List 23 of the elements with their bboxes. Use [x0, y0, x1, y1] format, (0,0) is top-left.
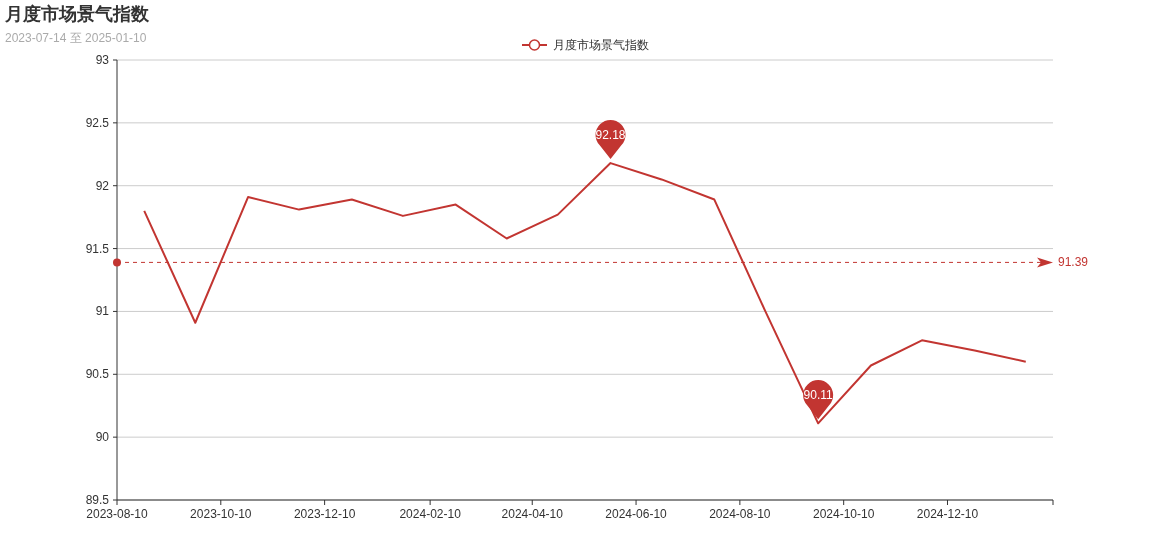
chart-subtitle: 2023-07-14 至 2025-01-10 — [5, 31, 147, 45]
legend-label: 月度市场景气指数 — [553, 38, 649, 52]
x-tick-label: 2023-08-10 — [86, 507, 149, 521]
x-tick-label: 2024-04-10 — [501, 507, 564, 521]
x-tick-label: 2024-02-10 — [399, 507, 462, 521]
ref-line-label: 91.39 — [1058, 255, 1089, 270]
chart-title: 月度市场景气指数 — [4, 4, 150, 24]
x-tick-label: 2024-12-10 — [916, 507, 979, 521]
x-tick-label: 2023-12-10 — [293, 507, 356, 521]
y-tick-label: 93 — [95, 53, 110, 67]
y-tick-label: 90.5 — [85, 367, 110, 382]
x-tick-label: 2024-06-10 — [605, 507, 668, 521]
y-tick-label: 91.5 — [85, 241, 110, 256]
annotation: 92.18 — [595, 128, 626, 143]
y-tick-label: 89.5 — [85, 493, 110, 507]
y-tick-label: 90 — [95, 430, 110, 445]
y-tick-label: 92.5 — [85, 115, 110, 130]
annotation: 90.11 — [803, 388, 834, 403]
y-tick-label: 92 — [95, 178, 110, 193]
x-tick-label: 2023-10-10 — [190, 507, 252, 521]
x-tick-label: 2024-08-10 — [709, 507, 771, 521]
y-tick-label: 91 — [95, 304, 110, 319]
x-tick-label: 2024-10-10 — [812, 507, 875, 521]
